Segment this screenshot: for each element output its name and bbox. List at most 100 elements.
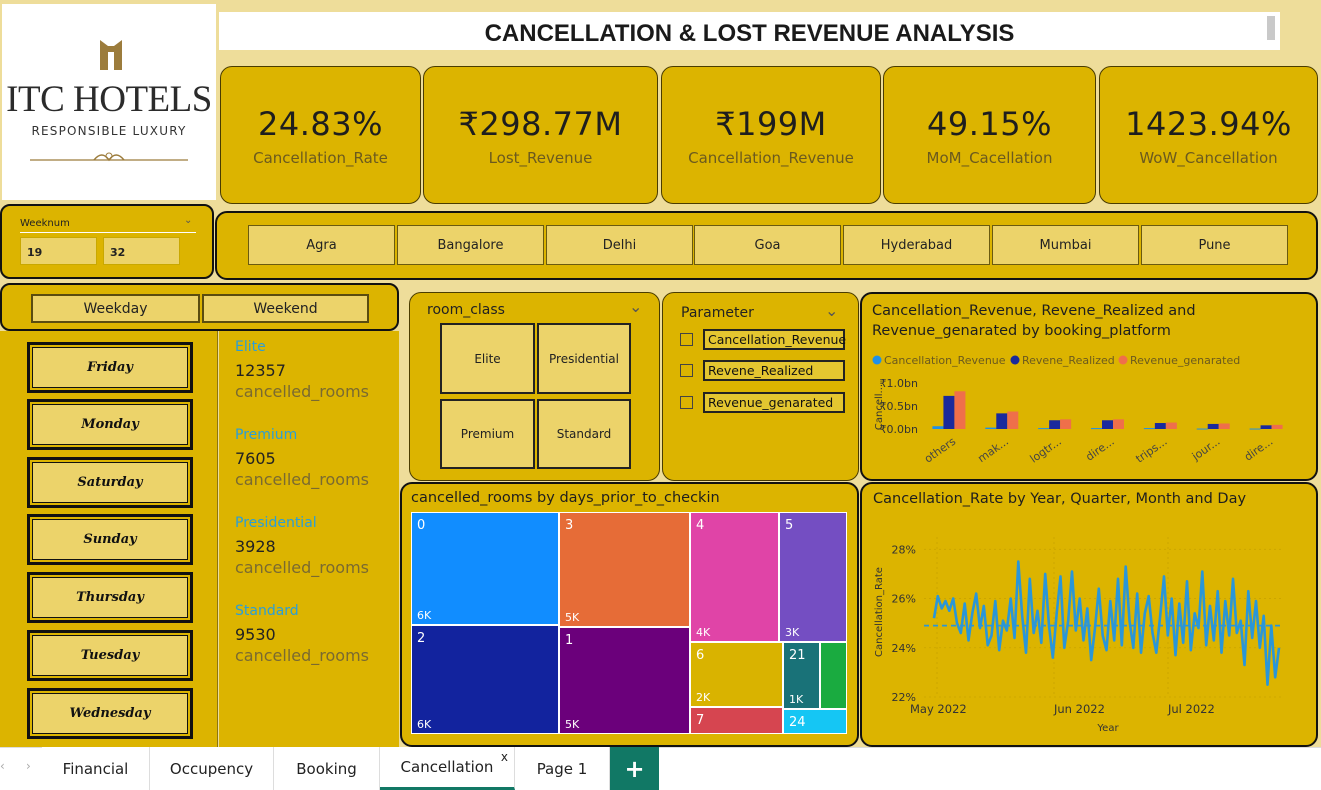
treemap-cell[interactable]: 2 6K (411, 625, 559, 734)
checkbox[interactable] (680, 396, 693, 409)
bar (1218, 423, 1230, 429)
logo-panel: ITC HOTELS RESPONSIBLE LUXURY (2, 4, 216, 200)
day-button-wednesday[interactable]: Wednesday (27, 688, 193, 739)
bar (1196, 428, 1208, 430)
line-chart-title: Cancellation_Rate by Year, Quarter, Mont… (873, 491, 1247, 507)
x-tick-label: dire... (1083, 435, 1116, 464)
tab-page-1[interactable]: Page 1 (515, 747, 610, 790)
city-button-goa[interactable]: Goa (694, 225, 841, 265)
treemap-cell-value: 5K (565, 611, 580, 624)
parameter-option-1[interactable]: Revene_Realized (680, 360, 845, 381)
kpi-label: WoW_Cancellation (1139, 149, 1278, 167)
day-button-monday[interactable]: Monday (27, 399, 193, 450)
series-line (932, 560, 1281, 686)
room-class-unit: cancelled_rooms (235, 558, 369, 577)
city-button-mumbai[interactable]: Mumbai (992, 225, 1139, 265)
city-button-agra[interactable]: Agra (248, 225, 395, 265)
parameter-option-label: Revenue_genarated (703, 392, 845, 413)
treemap-cell[interactable]: 6 2K (690, 642, 783, 707)
room-class-unit: cancelled_rooms (235, 470, 369, 489)
y-tick-label: 22% (892, 691, 916, 704)
day-button-friday[interactable]: Friday (27, 342, 193, 393)
room-class-standard[interactable]: Standard (537, 399, 631, 469)
checkbox[interactable] (680, 364, 693, 377)
tab-scroll-right-icon[interactable]: › (26, 759, 31, 773)
room-class-premium[interactable]: Premium (440, 399, 535, 469)
weekend-button[interactable]: Weekend (202, 294, 369, 323)
day-button-saturday[interactable]: Saturday (27, 457, 193, 508)
treemap-cell-value: 1K (789, 693, 804, 706)
cancellation-rate-line-chart: 22% 24% 26% 28% May 2022 Jun 2022 Jul 2022 Year… (874, 537, 1282, 734)
treemap-cell-value: 4K (696, 626, 711, 639)
legend-marker (872, 355, 882, 365)
day-button-tuesday[interactable]: Tuesday (27, 630, 193, 681)
close-tab-icon[interactable]: x (500, 750, 508, 764)
scroll-thumb[interactable] (1267, 16, 1275, 40)
room-class-card-presidential: Presidential 3928 cancelled_rooms (235, 515, 369, 577)
weekday-button[interactable]: Weekday (31, 294, 200, 323)
chevron-down-icon[interactable]: ⌄ (184, 215, 193, 226)
weeknum-from-input[interactable]: 19 (20, 237, 97, 265)
bar-chart-title: Cancellation_Revenue, Revene_Realized an… (872, 303, 1196, 339)
tab-financial[interactable]: Financial (42, 747, 150, 790)
chevron-down-icon[interactable]: ⌄ (629, 297, 643, 316)
bar (1207, 423, 1219, 429)
room-class-value: 7605 (235, 449, 276, 468)
parameter-title: Parameter (681, 305, 754, 321)
tab-booking[interactable]: Booking (274, 747, 380, 790)
legend-label: Cancellation_Revenue (884, 354, 1006, 367)
logo-tagline: RESPONSIBLE LUXURY (31, 124, 187, 138)
treemap-cell-label: 1 (565, 633, 574, 648)
treemap-cell[interactable]: 4 4K (690, 512, 779, 642)
tab-cancellation[interactable]: Cancellation x (380, 747, 515, 790)
add-page-button[interactable]: + (610, 747, 659, 790)
treemap-cell-label: 7 (696, 713, 705, 728)
treemap-cell[interactable]: 5 3K (779, 512, 847, 642)
treemap-cell-label: 5 (785, 518, 794, 533)
city-button-bangalore[interactable]: Bangalore (397, 225, 544, 265)
parameter-option-0[interactable]: Cancellation_Revenue (680, 329, 846, 350)
treemap-cell[interactable]: 7 (690, 707, 783, 734)
room-class-name: Elite (235, 339, 266, 355)
room-class-value: 9530 (235, 625, 276, 644)
x-tick-label: jour... (1189, 435, 1222, 464)
treemap: 0 6K 2 6K 3 5K 1 5K 4 4K 5 3K 6 2K 7 21 1K 24 (411, 512, 847, 734)
day-button-thursday[interactable]: Thursday (27, 572, 193, 623)
x-tick-label: others (922, 435, 958, 466)
treemap-cell[interactable]: 21 1K (783, 642, 820, 709)
parameter-option-2[interactable]: Revenue_genarated (680, 392, 845, 413)
chevron-down-icon[interactable]: ⌄ (825, 301, 839, 320)
kpi-value: ₹199M (715, 105, 827, 143)
treemap-cell[interactable]: 0 6K (411, 512, 559, 625)
bar (1049, 420, 1061, 429)
kpi-card-2: ₹199M Cancellation_Revenue (661, 66, 881, 204)
treemap-cell[interactable]: 24 (783, 709, 847, 734)
bar (1113, 419, 1124, 429)
treemap-cell[interactable]: 3 5K (559, 512, 690, 627)
room-class-presidential[interactable]: Presidential (537, 323, 631, 394)
y-tick-label: 24% (892, 642, 916, 655)
city-button-hyderabad[interactable]: Hyderabad (843, 225, 990, 265)
legend-marker (1010, 355, 1020, 365)
room-class-value: 12357 (235, 361, 286, 380)
room-class-elite[interactable]: Elite (440, 323, 535, 394)
platform-bar-chart: Cancellation_Revenue Revene_Realized Reven… (872, 354, 1283, 466)
day-button-sunday[interactable]: Sunday (27, 514, 193, 565)
weeknum-to-input[interactable]: 32 (103, 237, 180, 265)
bar (1143, 428, 1155, 430)
city-button-pune[interactable]: Pune (1141, 225, 1288, 265)
logo-brand: ITC HOTELS (6, 79, 212, 120)
legend-label: Revene_Realized (1022, 354, 1115, 367)
checkbox[interactable] (680, 333, 693, 346)
tab-scroll-left-icon[interactable]: ‹ (0, 759, 5, 773)
city-button-delhi[interactable]: Delhi (546, 225, 693, 265)
kpi-card-0: 24.83% Cancellation_Rate (220, 66, 421, 204)
tab-occupency[interactable]: Occupency (150, 747, 274, 790)
treemap-cell-label: 21 (789, 648, 806, 663)
treemap-cell[interactable]: 1 5K (559, 627, 690, 734)
treemap-cell-label: 0 (417, 518, 426, 533)
bar (1271, 424, 1283, 429)
room-class-cards: Elite 12357 cancelled_rooms Premium 7605 … (219, 331, 399, 747)
kpi-card-4: 1423.94% WoW_Cancellation (1099, 66, 1318, 204)
treemap-cell[interactable] (820, 642, 847, 709)
